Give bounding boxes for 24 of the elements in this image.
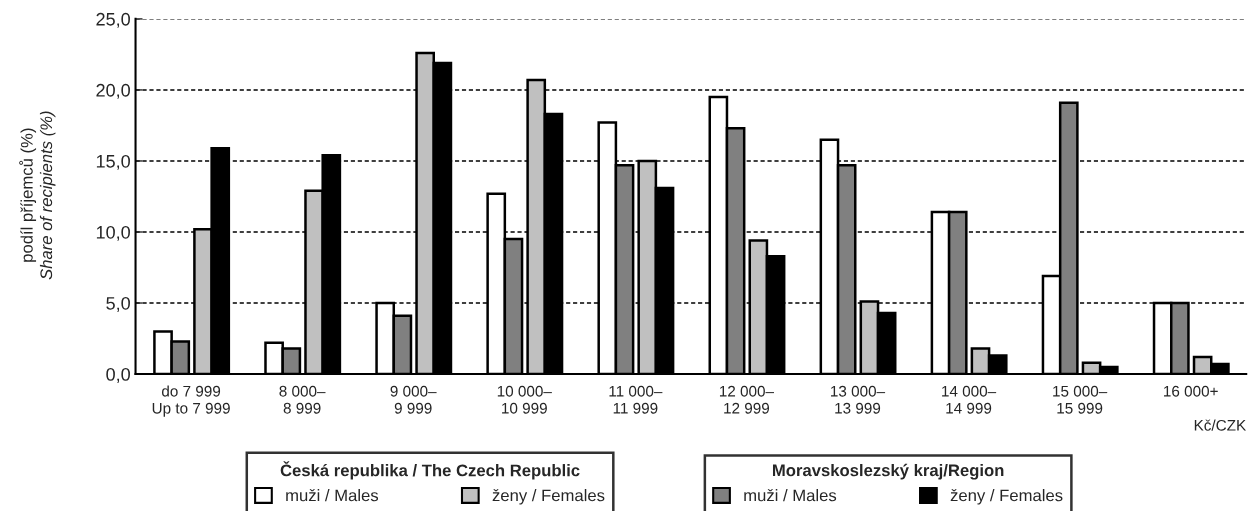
y-tick-label: 0,0	[106, 367, 130, 383]
y-axis-title: podíl příjemců (%) Share of recipients (%)	[19, 111, 56, 280]
y-tick-label: 20,0	[96, 83, 130, 99]
text: Moravskoslezský kraj/Region	[772, 463, 1004, 480]
x-tick-label: 15 000– 15 999	[1053, 385, 1108, 414]
legend-label: ženy / Females	[950, 488, 1063, 505]
x-tick-label: 16 000+	[1164, 385, 1218, 397]
text: Česká republika / The Czech Republic	[280, 461, 580, 480]
x-tick-label: 14 000– 14 999	[942, 385, 997, 414]
y-tick-label: 10,0	[96, 225, 130, 241]
x-tick-label: 9 000– 9 999	[390, 385, 437, 414]
x-tick-label: 11 000– 11 999	[609, 385, 663, 414]
legend-label: ženy / Females	[492, 488, 605, 505]
x-tick-label: 10 000– 10 999	[497, 385, 552, 414]
y-tick-label: 25,0	[96, 12, 130, 28]
y-tick-label: 15,0	[96, 154, 130, 170]
x-tick-label: 13 000– 13 999	[831, 385, 886, 414]
legend-label: muži / Males	[286, 488, 379, 502]
x-tick-label: 8 000– 8 999	[279, 385, 326, 414]
x-tick-label: 12 000– 12 999	[719, 385, 775, 414]
x-tick-label: do 7 999 Up to 7 999	[152, 385, 230, 417]
y-tick-label: 5,0	[106, 296, 130, 312]
text: Kč/CZK	[1194, 419, 1247, 431]
legend-label: muži / Males	[744, 488, 837, 502]
